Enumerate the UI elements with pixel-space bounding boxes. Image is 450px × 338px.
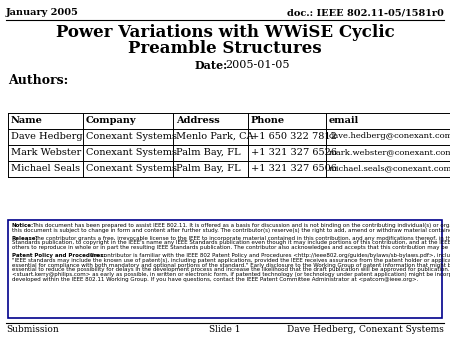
Text: michael.seals@conexant.com: michael.seals@conexant.com [329, 164, 450, 172]
Text: The contributor is familiar with the IEEE 802 Patent Policy and Procedures <http: The contributor is familiar with the IEE… [89, 253, 450, 258]
Text: mark.webster@conexant.com: mark.webster@conexant.com [329, 148, 450, 156]
Text: January 2005: January 2005 [6, 8, 79, 17]
Text: Palm Bay, FL: Palm Bay, FL [176, 164, 241, 173]
Text: Palm Bay, FL: Palm Bay, FL [176, 148, 241, 157]
Text: Submission: Submission [6, 325, 59, 334]
Text: doc.: IEEE 802.11-05/1581r0: doc.: IEEE 802.11-05/1581r0 [287, 8, 444, 17]
Text: Release:: Release: [12, 236, 39, 241]
Text: +1 650 322 7812: +1 650 322 7812 [251, 132, 337, 141]
Text: <stuart.kerry@philips.com> as early as possible, in written or electronic form, : <stuart.kerry@philips.com> as early as p… [12, 272, 450, 277]
Text: Slide 1: Slide 1 [209, 325, 241, 334]
Text: email: email [329, 116, 359, 125]
Text: 2005-01-05: 2005-01-05 [225, 60, 289, 70]
Text: +1 321 327 6526: +1 321 327 6526 [251, 148, 337, 157]
Text: Date:: Date: [195, 60, 228, 71]
Text: +1 321 327 6506: +1 321 327 6506 [251, 164, 337, 173]
Text: essential for compliance with both mandatory and optional portions of the standa: essential for compliance with both manda… [12, 263, 450, 268]
Text: Name: Name [11, 116, 43, 125]
Text: Michael Seals: Michael Seals [11, 164, 80, 173]
Text: Conexant Systems: Conexant Systems [86, 132, 177, 141]
Text: Patent Policy and Procedures:: Patent Policy and Procedures: [12, 253, 106, 258]
Text: Mark Webster: Mark Webster [11, 148, 81, 157]
Text: Menlo Park, CA: Menlo Park, CA [176, 132, 253, 141]
Text: Conexant Systems: Conexant Systems [86, 164, 177, 173]
Text: Dave Hedberg, Conexant Systems: Dave Hedberg, Conexant Systems [287, 325, 444, 334]
Text: Authors:: Authors: [8, 74, 68, 87]
Text: others to reproduce in whole or in part the resulting IEEE Standards publication: others to reproduce in whole or in part … [12, 245, 450, 250]
Text: dave.hedberg@conexant.com: dave.hedberg@conexant.com [329, 132, 450, 140]
Text: Power Variations with WWiSE Cyclic: Power Variations with WWiSE Cyclic [56, 24, 394, 41]
Text: essential to reduce the possibility for delays in the development process and in: essential to reduce the possibility for … [12, 267, 450, 272]
Text: Standards publication, to copyright in the IEEE's name any IEEE Standards public: Standards publication, to copyright in t… [12, 240, 450, 245]
Text: this document is subject to change in form and content after further study. The : this document is subject to change in fo… [12, 228, 450, 233]
Text: This document has been prepared to assist IEEE 802.11. It is offered as a basis : This document has been prepared to assis… [32, 223, 450, 228]
Text: Phone: Phone [251, 116, 285, 125]
Text: Preamble Structures: Preamble Structures [128, 40, 322, 57]
Text: Dave Hedberg: Dave Hedberg [11, 132, 83, 141]
Text: Conexant Systems: Conexant Systems [86, 148, 177, 157]
Text: The contributor grants a free, irrevocable license to the IEEE to incorporate ma: The contributor grants a free, irrevocab… [34, 236, 450, 241]
Text: Notice:: Notice: [12, 223, 34, 228]
Text: Address: Address [176, 116, 220, 125]
Bar [8, 220, 442, 318]
Text: Company: Company [86, 116, 136, 125]
Text: "IEEE standards may include the known use of patent(s), including patent applica: "IEEE standards may include the known us… [12, 258, 450, 263]
Text: developed within the IEEE 802.11 Working Group. If you have questions, contact t: developed within the IEEE 802.11 Working… [12, 277, 418, 282]
